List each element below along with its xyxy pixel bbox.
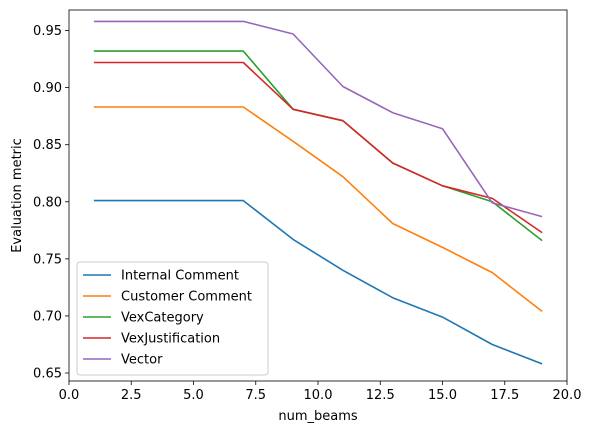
- plot-frame: [68, 9, 568, 382]
- x-tick-label: 17.5: [490, 388, 519, 403]
- x-tick-label: 2.5: [121, 388, 142, 403]
- y-tick-label: 0.95: [33, 24, 62, 39]
- x-axis: 0.0 2.5 5.0 7.5 10.0 12.5 15.0 17.5 20.0: [59, 381, 582, 403]
- series-lines: [93, 20, 543, 365]
- y-tick-label: 0.85: [33, 138, 62, 153]
- x-tick-label: 0.0: [59, 388, 80, 403]
- legend-label: VexJustification: [121, 332, 220, 347]
- y-tick-label: 0.80: [33, 195, 62, 210]
- y-tick-label: 0.75: [33, 252, 62, 267]
- series-line-3: [93, 61, 543, 234]
- series-line-2: [93, 50, 543, 242]
- x-tick-label: 12.5: [366, 388, 395, 403]
- y-axis-label: Evaluation metric: [10, 138, 25, 253]
- legend-box: [76, 261, 269, 376]
- legend-label: Customer Comment: [121, 290, 252, 305]
- series-line-4: [93, 20, 543, 218]
- x-tick-label: 15.0: [428, 388, 457, 403]
- x-tick-label: 20.0: [553, 388, 582, 403]
- x-tick-label: 5.0: [183, 388, 204, 403]
- y-tick-label: 0.90: [33, 81, 62, 96]
- x-axis-label: num_beams: [278, 409, 358, 424]
- legend-label: Vector: [121, 353, 163, 368]
- legend-label: VexCategory: [121, 311, 204, 326]
- x-tick-label: 10.0: [304, 388, 333, 403]
- y-axis: 0.65 0.70 0.75 0.80 0.85 0.90 0.95: [33, 24, 69, 382]
- legend-label: Internal Comment: [121, 269, 239, 284]
- series-line-0: [93, 199, 543, 365]
- series-line-1: [93, 106, 543, 313]
- x-tick-label: 7.5: [245, 388, 266, 403]
- y-tick-label: 0.65: [33, 367, 62, 382]
- y-tick-label: 0.70: [33, 309, 62, 324]
- legend: Internal Comment Customer Comment VexCateg…: [76, 261, 269, 376]
